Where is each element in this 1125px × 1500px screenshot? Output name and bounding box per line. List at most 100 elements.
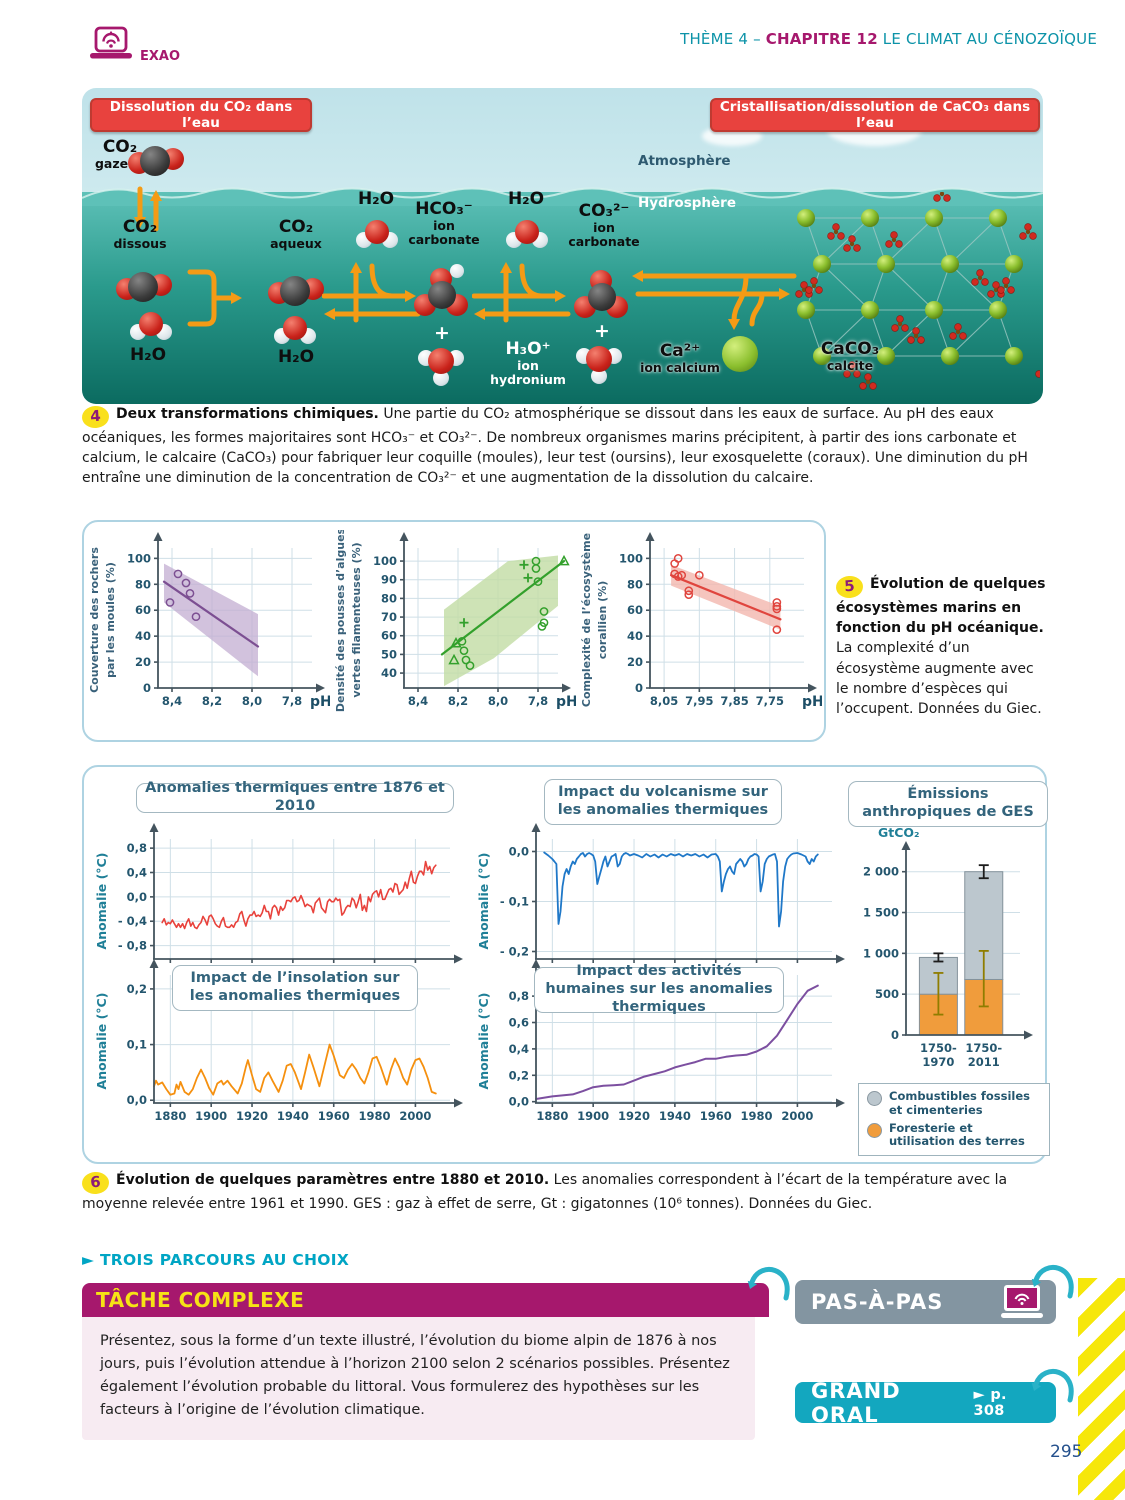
svg-text:1920: 1920 [618, 1109, 650, 1123]
page-number: 295 [1050, 1442, 1083, 1462]
header-chapter: CHAPITRE 12 [765, 30, 878, 48]
h3o-molecule [418, 344, 464, 386]
svg-text:GtCO₂: GtCO₂ [878, 825, 920, 840]
svg-text:1900: 1900 [195, 1109, 227, 1123]
co2-aqueux-molecule [268, 270, 326, 314]
page-edge-stripes [1078, 1278, 1125, 1500]
svg-text:1880: 1880 [536, 1109, 568, 1123]
anomalies-chart-title: Anomalies thermiques entre 1876 et 2010 [136, 780, 454, 814]
svg-text:7,95: 7,95 [685, 694, 713, 708]
banner-cristallisation-caco3: Cristallisation/dissolution de CaCO₃ dan… [710, 98, 1040, 132]
legend-item-fossiles: Combustibles fossiles et cimenteries [867, 1089, 1041, 1118]
svg-text:1980: 1980 [741, 1109, 773, 1123]
svg-text:1 500: 1 500 [863, 906, 899, 920]
svg-text:100: 100 [373, 554, 397, 568]
svg-text:1940: 1940 [277, 1109, 309, 1123]
svg-text:1960: 1960 [318, 1109, 350, 1123]
equilibrium-arrows-icon [322, 262, 421, 323]
svg-text:Densité des pousses d’algues: Densité des pousses d’algues [334, 530, 347, 712]
line-chart-anomalies: 0,8 0,4 0,0 - 0,4 - 0,8 Anomalie (°C) [94, 823, 463, 964]
scatter-chart-algues: 8,4 8,2 8,0 7,8 40 50 60 70 80 90 100 Densité des p… [334, 530, 576, 712]
h2o-molecule [506, 218, 550, 252]
svg-text:90: 90 [381, 573, 397, 587]
svg-text:0,0: 0,0 [509, 1095, 529, 1109]
svg-text:par les moules (%): par les moules (%) [104, 562, 117, 678]
svg-text:0,4: 0,4 [509, 1042, 529, 1056]
line-chart-volcanisme: 0,0 - 0,1 - 0,2 Anomalie (°C) [476, 823, 845, 964]
hco3-molecule [414, 264, 472, 320]
water-surface-wave [82, 187, 1043, 206]
tache-complexe-body: Présentez, sous la forme d’un texte illu… [82, 1317, 755, 1440]
svg-text:2000: 2000 [781, 1109, 813, 1123]
grand-oral-page-ref[interactable]: ► p. 308 [973, 1386, 1007, 1419]
ph-scatter-panel: 8,4 8,2 8,0 7,8 0 20 40 60 80 100 Couverture des r… [82, 520, 826, 742]
svg-text:2000: 2000 [399, 1109, 431, 1123]
doc6-caption: 6 Évolution de quelques paramètres entre … [81, 1170, 1044, 1214]
svg-text:pH: pH [802, 694, 822, 710]
svg-text:8,4: 8,4 [408, 694, 428, 708]
svg-text:0,0: 0,0 [127, 890, 147, 904]
svg-text:Complexité de l’écosystème: Complexité de l’écosystème [580, 533, 593, 707]
calcite-lattice [795, 192, 1040, 390]
svg-text:0,0: 0,0 [509, 845, 529, 859]
grand-oral-button[interactable]: GRAND ORAL ► p. 308 [795, 1379, 1056, 1427]
svg-text:0,6: 0,6 [509, 1016, 529, 1030]
svg-text:0,0: 0,0 [127, 1093, 147, 1107]
co3-molecule [574, 270, 632, 322]
svg-text:0,4: 0,4 [127, 866, 147, 880]
svg-text:8,2: 8,2 [202, 694, 222, 708]
svg-text:8,0: 8,0 [488, 694, 508, 708]
svg-text:20: 20 [135, 655, 151, 669]
doc5-title: Évolution de quelques écosystèmes marins… [836, 576, 1046, 637]
parcours-arrow-icon: ► [82, 1251, 95, 1269]
svg-text:0,2: 0,2 [127, 982, 147, 996]
exao-logo: EXAO [88, 26, 180, 66]
parameters-chart-panel: Anomalies thermiques entre 1876 et 2010 … [82, 765, 1050, 1164]
svg-text:1920: 1920 [236, 1109, 268, 1123]
co2-dissous-molecule [116, 266, 174, 310]
svg-text:8,0: 8,0 [242, 694, 262, 708]
svg-text:1880: 1880 [154, 1109, 186, 1123]
svg-text:vertes filamenteuses (%): vertes filamenteuses (%) [350, 542, 363, 697]
h2o-molecule [274, 314, 318, 348]
svg-text:7,8: 7,8 [282, 694, 302, 708]
co2-dissous-label: CO₂ dissous [113, 217, 167, 252]
svg-text:2 000: 2 000 [863, 865, 899, 879]
svg-text:2011: 2011 [968, 1055, 1000, 1069]
svg-text:corallien (%): corallien (%) [596, 581, 609, 659]
h2o-top-label: H₂O [507, 189, 545, 209]
svg-text:1750-: 1750- [965, 1041, 1002, 1055]
svg-text:100: 100 [619, 551, 643, 565]
scatter-chart-corail: 8,05 7,95 7,85 7,75 0 20 40 60 80 100 Complexité d… [580, 532, 822, 710]
svg-text:80: 80 [381, 591, 397, 605]
caco3-label: CaCO₃ calcite [820, 339, 880, 374]
doc4-number-badge: 4 [81, 404, 110, 429]
emissions-chart-title: Émissions anthropiques de GES [848, 781, 1048, 827]
parcours-label: TROIS PARCOURS AU CHOIX [99, 1251, 350, 1269]
hco3-label: HCO₃⁻ ion carbonate [408, 199, 480, 248]
exao-laptop-icon [90, 26, 132, 59]
curved-arrow-icon [1031, 1265, 1074, 1299]
doc6-title: Évolution de quelques paramètres entre 1… [116, 1172, 550, 1188]
svg-text:8,05: 8,05 [650, 694, 678, 708]
doc5-caption: 5 Évolution de quelques écosystèmes marin… [835, 574, 1050, 720]
svg-text:- 0,8: - 0,8 [118, 939, 147, 953]
svg-text:Anomalie (°C): Anomalie (°C) [476, 853, 491, 950]
svg-text:60: 60 [135, 603, 151, 617]
atmosphere-label: Atmosphère [638, 153, 731, 169]
svg-text:1980: 1980 [359, 1109, 391, 1123]
svg-text:8,4: 8,4 [162, 694, 182, 708]
co2-gas-molecule [128, 140, 186, 184]
tache-complexe-header: TÂCHE COMPLEXE [82, 1283, 769, 1317]
svg-text:pH: pH [556, 694, 576, 710]
svg-text:1970: 1970 [922, 1055, 954, 1069]
h3o-label: H₃O⁺ ion hydronium [490, 339, 566, 388]
svg-text:7,8: 7,8 [528, 694, 548, 708]
volcanisme-chart-title: Impact du volcanisme sur les anomalies t… [544, 779, 782, 825]
svg-text:Anomalie (°C): Anomalie (°C) [94, 993, 109, 1090]
doc6-number-badge: 6 [81, 1170, 110, 1195]
pas-a-pas-button[interactable]: PAS-À-PAS [795, 1280, 1056, 1324]
exchange-arrows-icon [134, 186, 162, 232]
svg-text:0,1: 0,1 [127, 1038, 147, 1052]
merge-arrow-icon [187, 269, 242, 327]
